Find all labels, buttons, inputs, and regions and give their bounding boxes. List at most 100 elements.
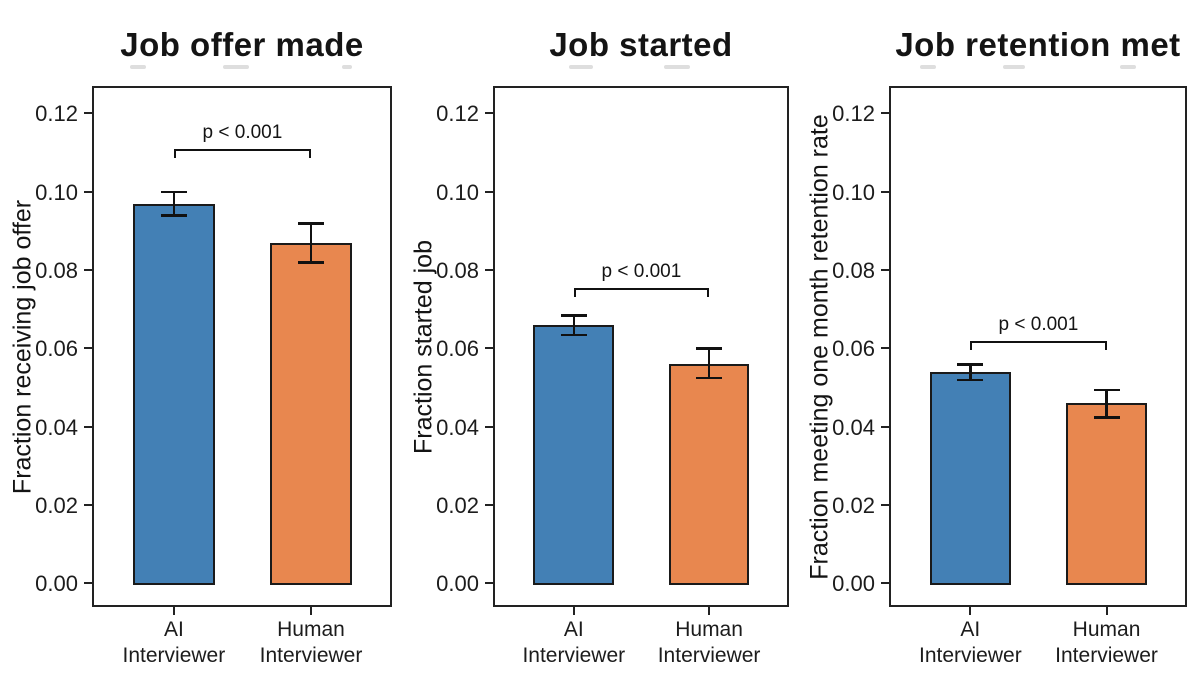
bar-ai-interviewer: [929, 371, 1012, 585]
error-bar-cap: [957, 363, 984, 366]
x-tick-label-ai: AI Interviewer: [489, 617, 659, 670]
bar-human-interviewer: [270, 242, 352, 585]
x-tick-label-line: Human: [1072, 618, 1141, 641]
y-tick-label: 0.04: [436, 414, 479, 440]
error-bar-cap: [560, 314, 587, 317]
y-tick-mark: [881, 190, 889, 193]
y-tick-mark: [84, 190, 92, 193]
title-artifact: [920, 65, 936, 69]
y-tick-mark: [84, 425, 92, 428]
y-tick-label: 0.12: [436, 101, 479, 127]
x-tick-mark: [572, 607, 575, 615]
y-tick-mark: [881, 582, 889, 585]
x-tick-label-line: Human: [277, 618, 345, 641]
error-bar-cap: [957, 378, 984, 382]
error-bar: [572, 315, 576, 335]
y-tick-label: 0.02: [832, 493, 875, 519]
y-tick-mark: [485, 190, 493, 193]
error-bar-cap: [1093, 388, 1120, 392]
y-tick-label: 0.08: [832, 258, 875, 284]
y-tick-label: 0.10: [436, 179, 479, 205]
y-tick-mark: [881, 112, 889, 115]
error-bar-cap: [160, 190, 187, 194]
bar-human-interviewer: [668, 364, 750, 585]
bar-ai-interviewer: [132, 203, 215, 585]
y-tick-mark: [485, 347, 493, 350]
x-tick-mark: [969, 607, 972, 615]
x-tick-label-line: Interviewer: [259, 644, 363, 668]
significance-label: p < 0.001: [202, 121, 283, 143]
y-tick-label: 0.00: [832, 571, 875, 597]
error-bar-cap: [560, 333, 587, 337]
y-tick-label: 0.00: [436, 571, 479, 597]
y-tick-label: 0.02: [436, 493, 479, 519]
x-tick-label-line: AI: [563, 618, 584, 641]
x-tick-label-line: Interviewer: [1055, 644, 1158, 668]
error-bar-cap: [696, 347, 723, 350]
y-tick-mark: [84, 504, 92, 507]
y-tick-mark: [84, 582, 92, 585]
y-tick-mark: [84, 347, 92, 350]
error-bar: [707, 348, 711, 378]
x-tick-label-human: Human Interviewer: [624, 617, 794, 670]
title-artifact: [342, 65, 352, 69]
error-bar: [172, 191, 176, 216]
x-tick-label-human: Human Interviewer: [1022, 617, 1192, 670]
significance-label: p < 0.001: [601, 260, 682, 282]
bar-ai-interviewer: [533, 324, 615, 585]
x-tick-mark: [708, 607, 711, 615]
panel-title: Job started: [549, 26, 733, 63]
error-bar-cap: [1093, 416, 1120, 419]
y-tick-label: 0.10: [832, 179, 875, 205]
panel-title: Job offer made: [120, 26, 364, 63]
error-bar-cap: [160, 214, 187, 217]
y-tick-label: 0.12: [832, 101, 875, 127]
x-tick-label-line: Interviewer: [122, 644, 226, 668]
title-artifact: [1120, 65, 1136, 69]
error-bar-cap: [298, 261, 324, 264]
y-tick-mark: [485, 504, 493, 507]
y-tick-mark: [84, 269, 92, 272]
significance-label: p < 0.001: [998, 313, 1079, 335]
y-tick-label: 0.06: [35, 336, 78, 362]
y-tick-label: 0.02: [35, 493, 78, 519]
error-bar-cap: [298, 222, 324, 225]
x-tick-mark: [1105, 607, 1108, 615]
y-tick-mark: [485, 112, 493, 115]
y-tick-label: 0.06: [436, 336, 479, 362]
x-tick-label-line: Human: [675, 618, 743, 641]
title-artifact: [1003, 65, 1025, 69]
x-tick-label-line: AI: [960, 618, 981, 641]
title-artifact: [130, 65, 146, 69]
y-tick-mark: [485, 425, 493, 428]
x-tick-mark: [310, 607, 312, 615]
error-bar: [1105, 389, 1108, 417]
title-artifact: [223, 65, 249, 69]
y-tick-mark: [881, 425, 889, 428]
y-tick-mark: [485, 582, 493, 585]
y-tick-label: 0.00: [35, 571, 78, 597]
x-tick-label-line: Interviewer: [657, 644, 761, 668]
error-bar-cap: [696, 376, 723, 380]
y-tick-mark: [881, 269, 889, 272]
y-tick-label: 0.10: [35, 179, 78, 205]
bar-human-interviewer: [1065, 403, 1148, 585]
significance-bracket: [970, 340, 1107, 350]
significance-bracket: [573, 287, 710, 297]
x-tick-label-human: Human Interviewer: [226, 617, 396, 670]
x-tick-mark: [172, 607, 175, 615]
y-tick-label: 0.08: [35, 258, 78, 284]
title-artifact: [664, 65, 690, 69]
title-artifact: [569, 65, 593, 69]
y-tick-mark: [881, 347, 889, 350]
panel-title: Job retention met: [895, 26, 1181, 63]
y-tick-mark: [84, 112, 92, 115]
y-tick-label: 0.04: [35, 414, 78, 440]
y-tick-label: 0.12: [35, 101, 78, 127]
y-tick-mark: [881, 504, 889, 507]
y-tick-label: 0.08: [436, 258, 479, 284]
x-tick-label-ai: AI Interviewer: [885, 617, 1055, 670]
x-tick-label-line: Interviewer: [918, 644, 1022, 668]
x-tick-label-line: AI: [163, 618, 184, 641]
